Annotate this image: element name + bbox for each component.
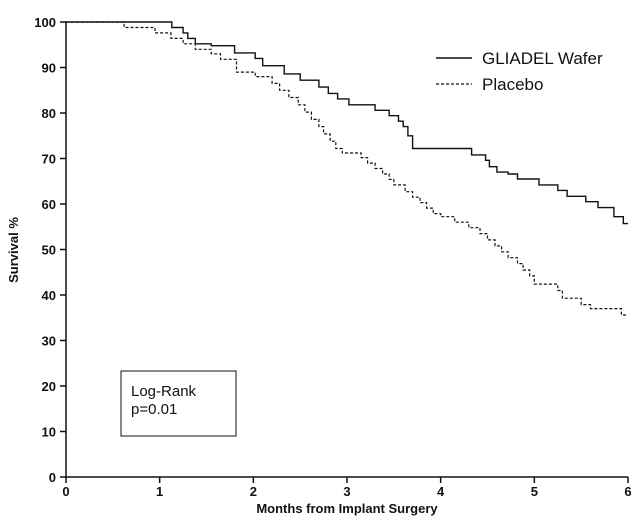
y-tick-label: 30	[42, 334, 56, 349]
legend-label-placebo: Placebo	[482, 75, 543, 94]
series-layer	[66, 21, 628, 316]
x-tick-label: 2	[250, 484, 257, 499]
y-axis-title: Survival %	[6, 217, 21, 283]
x-tick-label: 4	[437, 484, 445, 499]
y-tick-label: 100	[34, 15, 56, 30]
y-tick-label: 60	[42, 197, 56, 212]
y-tick-label: 90	[42, 61, 56, 76]
log-rank-box: Log-Rank p=0.01	[120, 370, 237, 437]
x-tick-label: 3	[343, 484, 350, 499]
y-axis: 0 10 20 30 40 50 60 70 80 90 100	[34, 15, 67, 485]
x-axis: 0 1 2 3 4 5 6	[62, 476, 632, 499]
y-tick-label: 50	[42, 243, 56, 258]
x-tick-label: 1	[156, 484, 163, 499]
log-rank-box-frame	[120, 370, 237, 437]
series-line-placebo	[66, 21, 628, 316]
series-line-gliadel	[66, 21, 628, 225]
p-value-label: p=0.01	[131, 401, 177, 418]
y-tick-label: 20	[42, 379, 56, 394]
log-rank-label: Log-Rank	[131, 383, 197, 400]
legend-label-gliadel: GLIADEL Wafer	[482, 49, 603, 68]
y-tick-label: 10	[42, 425, 56, 440]
y-tick-label: 40	[42, 288, 56, 303]
y-tick-label: 0	[49, 470, 56, 485]
x-tick-label: 5	[531, 484, 538, 499]
y-tick-label: 80	[42, 106, 56, 121]
y-tick-label: 70	[42, 152, 56, 167]
x-tick-label: 0	[62, 484, 69, 499]
x-tick-label: 6	[624, 484, 631, 499]
x-axis-title: Months from Implant Surgery	[256, 501, 438, 516]
legend: GLIADEL Wafer Placebo	[436, 49, 603, 94]
